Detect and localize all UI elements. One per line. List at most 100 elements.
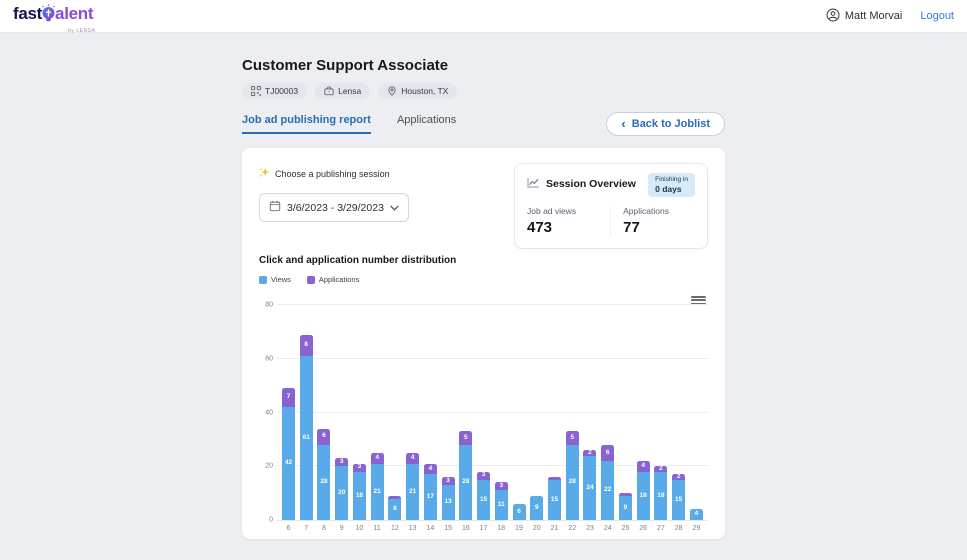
user-menu[interactable]: Matt Morvai [826,8,902,25]
bar-column[interactable]: 9 25 [618,306,632,532]
bar-column[interactable]: 3 11 18 [494,306,508,532]
x-axis-tick: 22 [568,525,577,532]
bar-column[interactable]: 9 20 [530,306,544,532]
logo-text-fast: fast [13,3,43,23]
applications-segment: 2 [583,449,597,456]
chart-title: Click and application number distributio… [259,255,457,266]
user-icon [826,8,840,25]
y-axis-tick: 60 [265,355,273,363]
x-axis-tick: 28 [674,525,683,532]
finishing-label: Finishing in [655,176,688,183]
bar-column[interactable]: 3 15 17 [477,306,491,532]
logout-button[interactable]: Logout [920,10,954,22]
job-id-icon [251,86,261,96]
x-axis-tick: 13 [408,525,417,532]
tab-job-ad-publishing-report[interactable]: Job ad publishing report [242,114,371,134]
x-axis-tick: 24 [603,525,612,532]
applications-label: Applications [623,206,669,216]
logo-subtext: by LENSA [68,27,96,34]
views-segment: 28 [459,444,473,520]
legend-views-label: Views [271,275,291,284]
applications-segment [618,493,632,496]
bar-column[interactable]: 3 18 10 [352,306,366,532]
x-axis-tick: 20 [532,525,541,532]
bar-column[interactable]: 15 21 [548,306,562,532]
applications-segment: 8 [299,334,313,357]
x-axis-tick: 14 [426,525,435,532]
applications-segment: 6 [601,444,615,461]
back-button-label: Back to Joblist [631,118,710,130]
applications-segment: 3 [352,463,366,472]
bar-column[interactable]: 6 19 [512,306,526,532]
tab-applications[interactable]: Applications [396,114,457,126]
applications-stat: Applications 77 [610,206,695,236]
applications-segment: 4 [406,452,420,464]
legend-views[interactable]: Views [259,275,291,284]
job-ad-views-value: 473 [527,219,553,236]
views-segment: 11 [494,490,508,520]
views-segment: 9 [530,495,544,520]
back-to-joblist-button[interactable]: ‹ Back to Joblist [606,112,725,136]
bar-column[interactable]: 5 28 16 [459,306,473,532]
bar-column[interactable]: 8 61 7 [299,306,313,532]
applications-segment: 5 [459,431,473,445]
app-logo[interactable]: fast alent by LENSA [13,3,95,34]
bar-column[interactable]: 6 22 24 [601,306,615,532]
bar-column[interactable]: 3 13 15 [441,306,455,532]
legend-applications-label: Applications [318,275,360,284]
views-segment: 18 [636,471,650,520]
x-axis-tick: 19 [515,525,523,532]
views-segment: 22 [601,460,615,520]
line-chart-icon [527,177,540,191]
chart-yaxis: 0 20 40 60 80 [259,302,273,524]
bar-column[interactable]: 2 18 27 [654,306,668,532]
bar-column[interactable]: 4 21 11 [370,306,384,532]
views-swatch-icon [259,275,267,284]
chart-menu-icon[interactable] [691,294,706,306]
x-axis-tick: 29 [692,525,701,532]
publishing-session-select[interactable]: 3/6/2023 - 3/29/2023 [259,193,409,222]
applications-value: 77 [623,219,640,236]
applications-segment: 7 [282,388,295,408]
applications-segment: 5 [565,431,579,445]
applications-segment: 3 [335,458,349,467]
views-segment: 17 [423,474,437,520]
bar-column[interactable]: 4 29 [689,306,703,532]
finishing-badge: Finishing in 0 days [648,173,695,197]
views-segment: 18 [654,471,668,520]
bar-column[interactable]: 7 42 6 [282,306,295,532]
bar-column[interactable]: 4 17 14 [423,306,437,532]
app-header: fast alent by LENSA M [0,0,967,34]
tab-bar: Job ad publishing report Applications [242,114,456,134]
x-axis-tick: 25 [621,525,630,532]
job-ad-views-stat: Job ad views 473 [527,206,610,236]
bar-column[interactable]: 6 28 8 [317,306,331,532]
x-axis-tick: 15 [444,525,453,532]
job-badges: TJ00003 Lensa Houston, TX [242,83,725,99]
views-segment: 9 [618,495,632,520]
bar-column[interactable]: 4 21 13 [406,306,420,532]
chart-bars: 7 42 6 8 61 7 6 28 8 3 20 9 3 18 10 4 21 11 8 12 4 21 13 4 17 14 3… [277,306,708,532]
x-axis-tick: 9 [339,525,344,532]
bar-column[interactable]: 8 12 [388,306,402,532]
x-axis-tick: 21 [550,525,559,532]
applications-segment: 3 [477,471,491,480]
views-segment: 20 [335,466,349,520]
views-segment: 61 [299,356,313,520]
bar-column[interactable]: 4 18 26 [636,306,650,532]
views-segment: 6 [512,503,526,520]
applications-segment: 6 [317,428,331,445]
bar-column[interactable]: 2 15 28 [672,306,686,532]
briefcase-icon [324,86,334,96]
location-label: Houston, TX [401,86,449,96]
bar-column[interactable]: 5 28 22 [565,306,579,532]
legend-applications[interactable]: Applications [306,275,360,284]
job-id-label: TJ00003 [265,86,299,96]
views-segment: 4 [689,509,703,520]
sparkle-icon [259,167,270,180]
applications-segment: 3 [441,477,455,486]
bar-column[interactable]: 2 24 23 [583,306,597,532]
chart-legend: Views Applications [259,275,708,284]
session-overview-title: Session Overview [546,178,636,190]
bar-column[interactable]: 3 20 9 [335,306,349,532]
